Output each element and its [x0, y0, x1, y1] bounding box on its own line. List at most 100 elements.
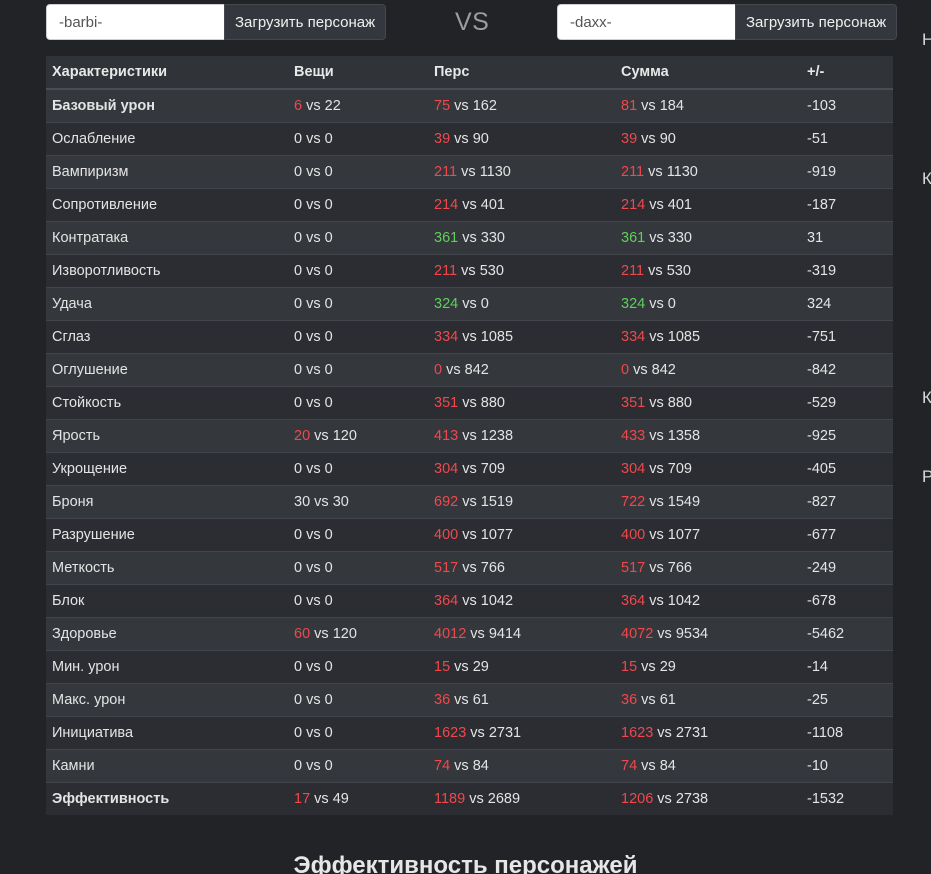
- value-left: 36: [621, 692, 638, 708]
- value-right: 0: [324, 296, 333, 312]
- vs-separator: vs: [653, 791, 676, 807]
- items-value: 0 vs 0: [288, 452, 428, 486]
- sum-value: 433 vs 1358: [615, 419, 801, 453]
- difference-value: -103: [801, 88, 893, 123]
- value-right: 530: [479, 263, 504, 279]
- character-value: 413 vs 1238: [428, 419, 615, 453]
- vs-separator: vs: [310, 494, 333, 510]
- vs-separator: vs: [302, 593, 325, 609]
- value-left: 0: [294, 230, 303, 246]
- value-right: 61: [659, 692, 676, 708]
- vs-separator: vs: [645, 593, 668, 609]
- sum-value: 364 vs 1042: [615, 584, 801, 618]
- clipped-side-text: К: [922, 169, 931, 188]
- value-right: 880: [480, 395, 505, 411]
- header-items: Вещи: [288, 56, 428, 90]
- value-right: 49: [332, 791, 349, 807]
- items-value: 0 vs 0: [288, 155, 428, 189]
- vs-separator: vs: [310, 428, 333, 444]
- vs-label: VS: [455, 8, 490, 36]
- stat-name: Ослабление: [46, 122, 288, 156]
- items-value: 30 vs 30: [288, 485, 428, 519]
- value-left: 413: [434, 428, 459, 444]
- items-value: 17 vs 49: [288, 782, 428, 815]
- character-value: 1623 vs 2731: [428, 716, 615, 750]
- value-right: 0: [324, 692, 333, 708]
- table-row: Броня 30 vs 30 692 vs 1519 722 vs 1549 -827: [46, 485, 893, 519]
- stat-name: Меткость: [46, 551, 288, 585]
- value-left: 39: [434, 131, 451, 147]
- value-right: 0: [667, 296, 676, 312]
- sum-value: 81 vs 184: [615, 88, 801, 123]
- table-row: Мин. урон 0 vs 0 15 vs 29 15 vs 29 -14: [46, 650, 893, 684]
- clipped-side-text: Н: [922, 30, 931, 49]
- vs-separator: vs: [302, 296, 325, 312]
- difference-value: 31: [801, 221, 893, 255]
- value-left: 0: [294, 263, 303, 279]
- vs-separator: vs: [645, 395, 668, 411]
- character-value: 15 vs 29: [428, 650, 615, 684]
- items-value: 0 vs 0: [288, 188, 428, 222]
- vs-separator: vs: [645, 527, 668, 543]
- value-right: 0: [324, 461, 333, 477]
- vs-separator: vs: [637, 98, 660, 114]
- stat-name: Инициатива: [46, 716, 288, 750]
- table-row: Разрушение 0 vs 0 400 vs 1077 400 vs 1077 -6…: [46, 518, 893, 552]
- value-left: 0: [294, 362, 303, 378]
- header-character: Перс: [428, 56, 615, 90]
- vs-separator: vs: [450, 758, 473, 774]
- difference-value: -51: [801, 122, 893, 156]
- vs-separator: vs: [457, 164, 480, 180]
- value-left: 400: [434, 527, 459, 543]
- stat-name: Базовый урон: [46, 88, 288, 123]
- value-right: 184: [659, 98, 684, 114]
- character-name-input-right[interactable]: [557, 4, 735, 40]
- value-right: 0: [480, 296, 489, 312]
- table-row: Стойкость 0 vs 0 351 vs 880 351 vs 880 -529: [46, 386, 893, 420]
- vs-separator: vs: [458, 494, 481, 510]
- value-left: 15: [434, 659, 451, 675]
- vs-separator: vs: [637, 692, 660, 708]
- value-right: 880: [667, 395, 692, 411]
- value-right: 162: [472, 98, 497, 114]
- stat-name: Удача: [46, 287, 288, 321]
- value-right: 1085: [480, 329, 514, 345]
- load-character-button-right[interactable]: Загрузить персонаж: [735, 4, 898, 40]
- value-right: 90: [659, 131, 676, 147]
- value-left: 324: [434, 296, 459, 312]
- value-right: 0: [324, 527, 333, 543]
- vs-separator: vs: [466, 626, 489, 642]
- sum-value: 324 vs 0: [615, 287, 801, 321]
- character-search-right: Загрузить персонаж: [557, 4, 898, 40]
- vs-separator: vs: [653, 725, 676, 741]
- value-right: 330: [480, 230, 505, 246]
- table-row: Эффективность 17 vs 49 1189 vs 2689 1206 vs…: [46, 782, 893, 815]
- sum-value: 214 vs 401: [615, 188, 801, 222]
- value-left: 4072: [621, 626, 654, 642]
- value-left: 0: [434, 362, 443, 378]
- table-row: Ярость 20 vs 120 413 vs 1238 433 vs 1358 -92…: [46, 419, 893, 453]
- vs-separator: vs: [302, 395, 325, 411]
- table-row: Удача 0 vs 0 324 vs 0 324 vs 0 324: [46, 287, 893, 321]
- vs-separator: vs: [302, 164, 325, 180]
- stat-name: Здоровье: [46, 617, 288, 651]
- value-left: 0: [294, 164, 303, 180]
- value-left: 1206: [621, 791, 654, 807]
- value-right: 0: [324, 593, 333, 609]
- value-left: 36: [434, 692, 451, 708]
- vs-separator: vs: [458, 230, 481, 246]
- value-left: 0: [294, 461, 303, 477]
- difference-value: -187: [801, 188, 893, 222]
- sum-value: 1623 vs 2731: [615, 716, 801, 750]
- value-left: 17: [294, 791, 311, 807]
- character-value: 351 vs 880: [428, 386, 615, 420]
- value-left: 30: [294, 494, 311, 510]
- items-value: 6 vs 22: [288, 88, 428, 123]
- load-character-button-left[interactable]: Загрузить персонаж: [224, 4, 387, 40]
- vs-separator: vs: [644, 263, 667, 279]
- value-right: 842: [651, 362, 676, 378]
- header-difference: +/-: [801, 56, 893, 90]
- character-name-input-left[interactable]: [46, 4, 224, 40]
- stat-name: Броня: [46, 485, 288, 519]
